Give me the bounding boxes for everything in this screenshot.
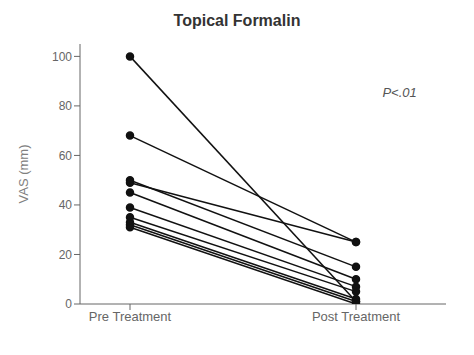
svg-text:80: 80 bbox=[59, 99, 73, 113]
svg-text:60: 60 bbox=[59, 149, 73, 163]
svg-text:40: 40 bbox=[59, 198, 73, 212]
svg-text:20: 20 bbox=[59, 248, 73, 262]
svg-text:Pre Treatment: Pre Treatment bbox=[89, 309, 172, 324]
html-text:Topical Formalin: Topical Formalin bbox=[173, 12, 301, 29]
html-text:P<.01: P<.01 bbox=[382, 85, 417, 101]
svg-text:0: 0 bbox=[65, 297, 72, 311]
svg-text:Post Treatment: Post Treatment bbox=[312, 309, 401, 324]
svg-text:100: 100 bbox=[52, 50, 72, 64]
svg-text:VAS (mm): VAS (mm) bbox=[16, 145, 31, 204]
